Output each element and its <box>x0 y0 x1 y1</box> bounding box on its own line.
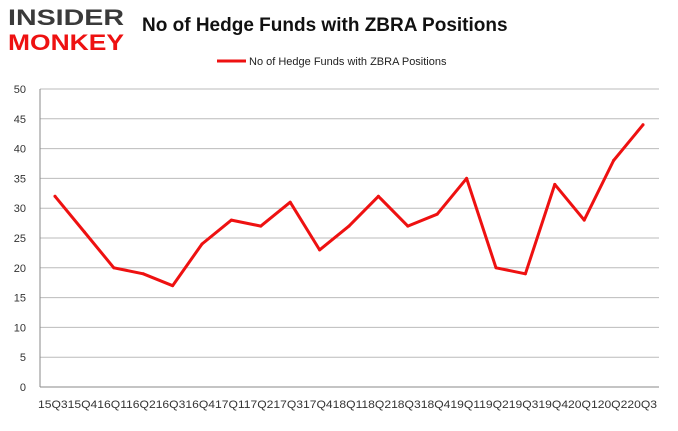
data-point-2020Q2 <box>612 159 616 163</box>
data-point-2019Q3 <box>523 272 527 276</box>
y-tick-label-40: 40 <box>14 144 26 156</box>
axes <box>39 89 659 388</box>
legend: No of Hedge Funds with ZBRA Positions <box>217 56 447 68</box>
data-point-2016Q1 <box>112 266 116 270</box>
series-layer <box>53 123 645 288</box>
data-point-2018Q1 <box>347 224 351 228</box>
data-point-2015Q4 <box>82 230 86 234</box>
data-point-2020Q3 <box>641 123 645 127</box>
data-point-2018Q2 <box>376 194 380 198</box>
y-tick-label-5: 5 <box>20 352 26 364</box>
y-tick-label-35: 35 <box>14 173 26 185</box>
data-point-2018Q4 <box>435 212 439 216</box>
x-tick-labels-text: 15Q315Q416Q116Q216Q316Q417Q117Q217Q317Q4… <box>38 399 657 411</box>
data-point-2019Q2 <box>494 266 498 270</box>
y-tick-label-0: 0 <box>20 382 26 394</box>
y-tick-label-15: 15 <box>14 293 26 305</box>
grid-lines <box>40 88 659 358</box>
y-tick-label-45: 45 <box>14 114 26 126</box>
data-point-2016Q4 <box>200 242 204 246</box>
y-tick-label-25: 25 <box>14 233 26 245</box>
data-point-2018Q3 <box>406 224 410 228</box>
logo-line1: INSIDER <box>8 5 124 30</box>
data-point-2017Q4 <box>318 248 322 252</box>
data-point-2017Q1 <box>229 218 233 222</box>
data-point-2017Q3 <box>288 200 292 204</box>
y-tick-label-10: 10 <box>14 322 26 334</box>
data-point-2016Q2 <box>141 272 145 276</box>
y-tick-label-50: 50 <box>14 84 26 96</box>
y-tick-label-20: 20 <box>14 263 26 275</box>
data-point-2019Q1 <box>465 176 469 180</box>
data-point-2020Q1 <box>582 218 586 222</box>
chart-title: No of Hedge Funds with ZBRA Positions <box>142 15 508 36</box>
data-point-2015Q3 <box>53 194 57 198</box>
y-tick-label-30: 30 <box>14 203 26 215</box>
data-point-2019Q4 <box>553 182 557 186</box>
data-point-2016Q3 <box>171 284 175 288</box>
data-point-2017Q2 <box>259 224 263 228</box>
legend-label: No of Hedge Funds with ZBRA Positions <box>249 56 447 68</box>
insider-monkey-logo: INSIDER MONKEY <box>6 4 128 55</box>
y-tick-labels: 0 5 10 15 20 25 30 35 40 45 50 <box>14 84 26 394</box>
x-tick-labels: 15Q315Q416Q116Q216Q316Q417Q117Q217Q317Q4… <box>38 399 657 411</box>
logo-line2: MONKEY <box>8 30 124 54</box>
